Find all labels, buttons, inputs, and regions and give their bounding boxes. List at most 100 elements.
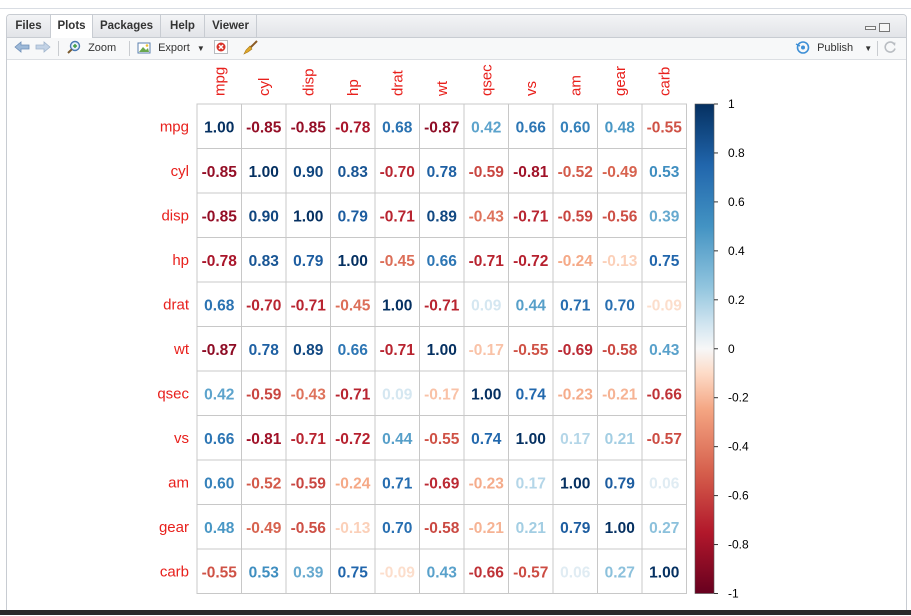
- corr-value-vs-cyl: -0.81: [246, 431, 282, 448]
- corr-value-disp-qsec: -0.43: [469, 208, 505, 225]
- row-label-carb: carb: [160, 563, 189, 580]
- color-legend-bar: [694, 103, 715, 594]
- row-label-cyl: cyl: [171, 163, 189, 180]
- corr-value-carb-gear: 0.27: [605, 564, 635, 581]
- corr-value-am-mpg: 0.60: [204, 475, 234, 492]
- corr-value-gear-carb: 0.27: [649, 520, 679, 537]
- tab-help[interactable]: Help: [161, 15, 205, 37]
- column-label-vs: vs: [523, 81, 540, 96]
- toolbar-separator: [58, 41, 59, 56]
- corr-value-am-wt: -0.69: [424, 475, 460, 492]
- legend-tick-label: -0.8: [728, 538, 749, 552]
- row-label-drat: drat: [163, 296, 190, 313]
- corr-value-wt-carb: 0.43: [649, 342, 680, 359]
- corr-value-vs-qsec: 0.74: [471, 431, 502, 448]
- corr-value-carb-am: 0.06: [560, 564, 591, 581]
- window-bottom-edge: [0, 610, 911, 615]
- row-label-wt: wt: [173, 341, 190, 358]
- corr-value-gear-hp: -0.13: [335, 520, 371, 537]
- maximize-pane-icon[interactable]: [879, 23, 890, 32]
- corr-value-wt-hp: 0.66: [338, 342, 369, 359]
- corr-value-drat-wt: -0.71: [424, 297, 460, 314]
- corr-value-carb-wt: 0.43: [427, 564, 458, 581]
- corr-value-qsec-am: -0.23: [558, 386, 594, 403]
- corr-value-gear-drat: 0.70: [382, 520, 412, 537]
- corr-value-gear-qsec: -0.21: [469, 520, 505, 537]
- corr-value-drat-disp: -0.71: [291, 297, 327, 314]
- zoom-label: Zoom: [88, 42, 117, 54]
- corr-value-hp-cyl: 0.83: [249, 253, 280, 270]
- corr-value-qsec-gear: -0.21: [602, 386, 638, 403]
- corr-value-cyl-hp: 0.83: [338, 164, 369, 181]
- legend-tick-label: 0.2: [728, 293, 745, 307]
- corr-value-vs-carb: -0.57: [647, 431, 682, 448]
- corr-value-gear-mpg: 0.48: [204, 520, 235, 537]
- corr-value-drat-qsec: 0.09: [471, 297, 502, 314]
- corr-value-carb-cyl: 0.53: [249, 564, 280, 581]
- corr-value-gear-disp: -0.56: [291, 520, 327, 537]
- column-label-disp: disp: [300, 68, 317, 96]
- publish-dropdown-caret-icon: ▼: [864, 44, 873, 53]
- corr-value-qsec-hp: -0.71: [335, 386, 371, 403]
- corr-value-am-am: 1.00: [560, 475, 590, 492]
- corr-value-am-hp: -0.24: [335, 475, 371, 492]
- corr-value-mpg-am: 0.60: [560, 119, 590, 136]
- corr-value-drat-am: 0.71: [560, 297, 591, 314]
- corr-value-mpg-wt: -0.87: [424, 119, 459, 136]
- corr-value-mpg-cyl: -0.85: [246, 119, 282, 136]
- zoom-magnifier-icon: [67, 40, 81, 54]
- remove-plot-button[interactable]: [214, 40, 228, 57]
- remove-plot-icon: [214, 40, 228, 54]
- corr-value-wt-qsec: -0.17: [469, 342, 504, 359]
- corr-value-carb-drat: -0.09: [380, 564, 416, 581]
- back-arrow-icon[interactable]: [14, 40, 30, 57]
- corr-value-disp-wt: 0.89: [427, 208, 458, 225]
- corr-value-mpg-qsec: 0.42: [471, 119, 501, 136]
- forward-arrow-icon[interactable]: [35, 40, 51, 57]
- corr-value-carb-disp: 0.39: [293, 564, 324, 581]
- corr-value-qsec-mpg: 0.42: [204, 386, 234, 403]
- corr-value-mpg-disp: -0.85: [291, 119, 327, 136]
- minimize-pane-icon[interactable]: [865, 26, 876, 30]
- corr-value-gear-am: 0.79: [560, 520, 591, 537]
- tab-packages[interactable]: Packages: [93, 15, 161, 37]
- corr-value-am-drat: 0.71: [382, 475, 413, 492]
- publish-button[interactable]: Publish ▼: [795, 40, 872, 57]
- corr-value-wt-wt: 1.00: [427, 342, 457, 359]
- row-label-am: am: [168, 474, 189, 491]
- correlation-plot: mpg cyl disp hp drat wt qsec vs am gear carb mpg cyl…: [157, 64, 749, 601]
- refresh-plot-icon[interactable]: [883, 40, 897, 57]
- corr-value-wt-am: -0.69: [558, 342, 594, 359]
- corr-value-cyl-gear: -0.49: [602, 164, 638, 181]
- export-label: Export: [158, 42, 190, 54]
- corr-value-drat-mpg: 0.68: [204, 297, 235, 314]
- corr-value-hp-carb: 0.75: [649, 253, 680, 270]
- broom-icon: [243, 40, 258, 55]
- pane-tabbar: Files Plots Packages Help Viewer: [7, 15, 906, 38]
- tab-viewer[interactable]: Viewer: [205, 15, 257, 37]
- corr-value-hp-vs: -0.72: [513, 253, 548, 270]
- export-menu-button[interactable]: Export ▼: [137, 40, 205, 57]
- legend-tick-label: -1: [728, 587, 739, 601]
- legend-tick-label: 0.6: [728, 195, 745, 209]
- tab-files[interactable]: Files: [7, 15, 51, 37]
- corr-value-qsec-disp: -0.43: [291, 386, 327, 403]
- corr-value-carb-qsec: -0.66: [469, 564, 505, 581]
- corr-value-hp-gear: -0.13: [602, 253, 638, 270]
- corr-value-cyl-carb: 0.53: [649, 164, 680, 181]
- publish-icon: [795, 41, 810, 54]
- corr-value-mpg-drat: 0.68: [382, 119, 413, 136]
- corr-value-gear-wt: -0.58: [424, 520, 460, 537]
- corr-value-qsec-drat: 0.09: [382, 386, 413, 403]
- corr-value-cyl-wt: 0.78: [427, 164, 458, 181]
- corr-value-vs-mpg: 0.66: [204, 431, 235, 448]
- zoom-button[interactable]: Zoom: [67, 40, 116, 57]
- corr-value-mpg-mpg: 1.00: [204, 119, 234, 136]
- clear-all-plots-button[interactable]: [243, 40, 259, 57]
- tab-plots[interactable]: Plots: [51, 15, 93, 38]
- corr-value-vs-gear: 0.21: [605, 431, 636, 448]
- corr-value-disp-carb: 0.39: [649, 208, 680, 225]
- legend-tick-label: 1: [728, 97, 735, 111]
- corr-value-carb-mpg: -0.55: [202, 564, 238, 581]
- corr-value-am-cyl: -0.52: [246, 475, 281, 492]
